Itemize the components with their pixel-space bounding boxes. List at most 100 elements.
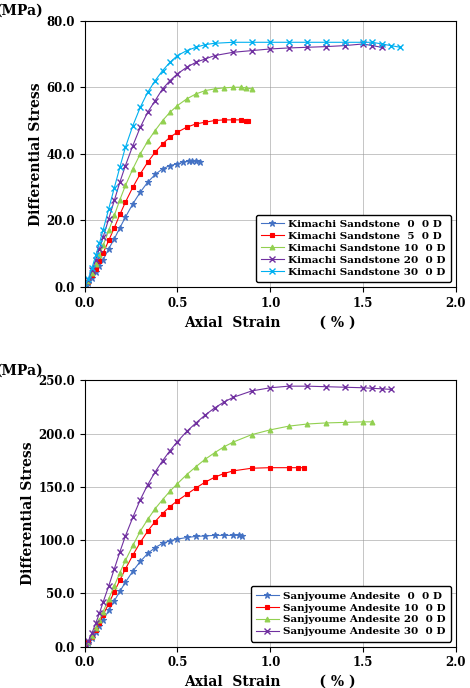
Sanjyoume Andesite 20  0 D [111, 582, 117, 590]
Sanjyoume Andesite 20  0 D [89, 632, 95, 640]
Kimachi Sandstone 30  0 D [123, 143, 128, 151]
Kimachi Sandstone 30  0 D [106, 204, 111, 213]
Sanjyoume Andesite  0  0 D [160, 539, 165, 548]
Kimachi Sandstone 30  0 D [130, 121, 136, 129]
Kimachi Sandstone 20  0 D [160, 85, 165, 93]
Kimachi Sandstone  5  0 D [238, 116, 243, 124]
Kimachi Sandstone 10  0 D [160, 116, 165, 125]
Kimachi Sandstone 20  0 D [369, 41, 375, 50]
Kimachi Sandstone 30  0 D [379, 40, 384, 48]
Sanjyoume Andesite  0  0 D [193, 533, 199, 541]
Kimachi Sandstone  5  0 D [117, 211, 123, 219]
Kimachi Sandstone 20  0 D [123, 162, 128, 170]
Kimachi Sandstone 30  0 D [286, 38, 291, 46]
Kimachi Sandstone 20  0 D [174, 69, 180, 78]
Sanjyoume Andesite 20  0 D [97, 616, 102, 624]
Sanjyoume Andesite 10  0 D [301, 464, 306, 472]
Sanjyoume Andesite  0  0 D [212, 531, 217, 539]
Kimachi Sandstone 20  0 D [82, 283, 87, 291]
Sanjyoume Andesite 10  0 D [123, 565, 128, 573]
Kimachi Sandstone  0  0 D [189, 157, 195, 165]
Sanjyoume Andesite 30  0 D [106, 582, 111, 590]
Sanjyoume Andesite 30  0 D [249, 387, 255, 395]
Sanjyoume Andesite 20  0 D [193, 462, 199, 471]
Sanjyoume Andesite 20  0 D [160, 495, 165, 504]
Sanjyoume Andesite  0  0 D [100, 616, 106, 624]
Kimachi Sandstone 20  0 D [111, 196, 117, 204]
Sanjyoume Andesite  0  0 D [174, 535, 180, 544]
Kimachi Sandstone 10  0 D [243, 84, 249, 92]
Legend: Kimachi Sandstone  0  0 D, Kimachi Sandstone  5  0 D, Kimachi Sandstone 10  0 D,: Kimachi Sandstone 0 0 D, Kimachi Sandsto… [256, 215, 451, 282]
Kimachi Sandstone 10  0 D [145, 137, 150, 145]
Sanjyoume Andesite 30  0 D [230, 394, 236, 402]
Sanjyoume Andesite 20  0 D [100, 608, 106, 616]
Sanjyoume Andesite 20  0 D [203, 455, 208, 463]
Sanjyoume Andesite 20  0 D [152, 504, 158, 513]
Sanjyoume Andesite 30  0 D [203, 411, 208, 419]
Kimachi Sandstone 20  0 D [86, 276, 91, 284]
Sanjyoume Andesite  0  0 D [86, 639, 91, 647]
Line: Kimachi Sandstone  5  0 D: Kimachi Sandstone 5 0 D [82, 118, 251, 290]
Kimachi Sandstone  0  0 D [111, 235, 117, 243]
Kimachi Sandstone  5  0 D [89, 271, 95, 279]
Kimachi Sandstone 30  0 D [305, 38, 310, 46]
Kimachi Sandstone 30  0 D [397, 43, 403, 52]
Sanjyoume Andesite  0  0 D [111, 596, 117, 605]
Kimachi Sandstone  5  0 D [174, 128, 180, 136]
Kimachi Sandstone 30  0 D [86, 275, 91, 283]
Kimachi Sandstone  5  0 D [130, 183, 136, 191]
Kimachi Sandstone  5  0 D [221, 116, 227, 124]
Kimachi Sandstone  5  0 D [82, 283, 87, 291]
Kimachi Sandstone  5  0 D [145, 158, 150, 166]
Sanjyoume Andesite 30  0 D [152, 468, 158, 476]
Kimachi Sandstone  0  0 D [152, 171, 158, 179]
Sanjyoume Andesite 30  0 D [193, 419, 199, 427]
Sanjyoume Andesite 20  0 D [369, 418, 375, 426]
Sanjyoume Andesite  0  0 D [236, 531, 242, 539]
Line: Sanjyoume Andesite 30  0 D: Sanjyoume Andesite 30 0 D [81, 383, 394, 650]
Sanjyoume Andesite 30  0 D [130, 513, 136, 522]
Kimachi Sandstone 30  0 D [93, 251, 99, 259]
Kimachi Sandstone  0  0 D [167, 162, 173, 170]
Kimachi Sandstone  0  0 D [193, 157, 199, 165]
Sanjyoume Andesite 10  0 D [174, 497, 180, 505]
Kimachi Sandstone  0  0 D [100, 256, 106, 264]
Sanjyoume Andesite 30  0 D [137, 495, 143, 504]
Kimachi Sandstone  5  0 D [245, 116, 251, 125]
Kimachi Sandstone 10  0 D [82, 283, 87, 291]
Kimachi Sandstone  0  0 D [145, 178, 150, 186]
Sanjyoume Andesite 30  0 D [342, 383, 347, 391]
Sanjyoume Andesite  0  0 D [137, 557, 143, 566]
Kimachi Sandstone 30  0 D [342, 38, 347, 46]
Sanjyoume Andesite 30  0 D [221, 398, 227, 407]
Kimachi Sandstone 30  0 D [388, 41, 394, 50]
Sanjyoume Andesite 30  0 D [100, 598, 106, 606]
Kimachi Sandstone 20  0 D [89, 266, 95, 275]
Kimachi Sandstone 30  0 D [145, 88, 150, 96]
Kimachi Sandstone 30  0 D [167, 58, 173, 67]
Sanjyoume Andesite  0  0 D [240, 532, 245, 540]
Kimachi Sandstone  5  0 D [184, 123, 189, 131]
Text: (MPa): (MPa) [0, 4, 44, 18]
Kimachi Sandstone 30  0 D [184, 47, 189, 55]
Sanjyoume Andesite 20  0 D [137, 527, 143, 535]
Kimachi Sandstone 10  0 D [89, 269, 95, 277]
Sanjyoume Andesite 30  0 D [89, 629, 95, 637]
Kimachi Sandstone 20  0 D [230, 48, 236, 56]
Sanjyoume Andesite 30  0 D [167, 447, 173, 455]
Sanjyoume Andesite  0  0 D [130, 567, 136, 575]
Kimachi Sandstone  0  0 D [93, 268, 99, 276]
Kimachi Sandstone  5  0 D [106, 236, 111, 244]
Sanjyoume Andesite  0  0 D [89, 634, 95, 643]
Sanjyoume Andesite 10  0 D [89, 632, 95, 641]
Sanjyoume Andesite 20  0 D [323, 419, 329, 427]
Kimachi Sandstone 20  0 D [100, 233, 106, 241]
Kimachi Sandstone  5  0 D [93, 265, 99, 273]
Sanjyoume Andesite  0  0 D [97, 623, 102, 631]
Sanjyoume Andesite 30  0 D [323, 383, 329, 391]
Kimachi Sandstone 30  0 D [267, 38, 273, 46]
Kimachi Sandstone  5  0 D [230, 116, 236, 124]
Y-axis label: Differential Stress: Differential Stress [30, 82, 43, 226]
X-axis label: Axial  Strain        ( % ): Axial Strain ( % ) [184, 315, 356, 330]
Sanjyoume Andesite 20  0 D [184, 471, 189, 479]
